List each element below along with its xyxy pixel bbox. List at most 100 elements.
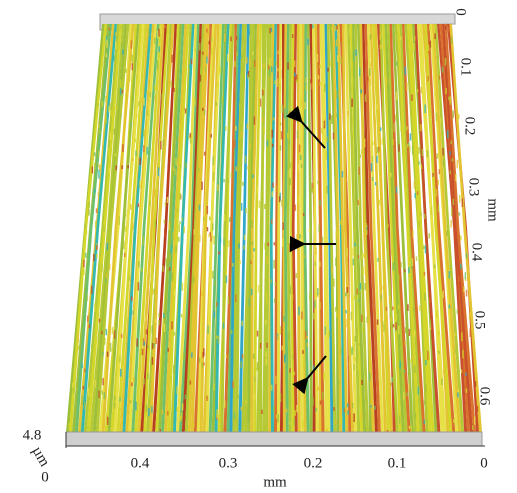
surface-texture: [327, 68, 329, 72]
surface-texture: [349, 30, 351, 34]
surface-texture: [301, 164, 303, 168]
surface-texture: [437, 180, 439, 186]
surface-texture: [450, 421, 452, 427]
surface-texture: [442, 155, 444, 160]
surface-texture: [114, 402, 116, 408]
surface-texture: [111, 420, 113, 427]
surface-texture: [252, 241, 254, 245]
surface-texture: [98, 192, 100, 195]
surface-texture: [442, 291, 444, 299]
surface-texture: [340, 220, 342, 224]
surface-texture: [104, 392, 106, 399]
surface-texture: [347, 287, 349, 293]
surface-texture: [460, 264, 462, 269]
surface-texture: [155, 96, 157, 104]
surface-texture: [409, 146, 411, 152]
surface-texture: [391, 247, 393, 255]
surface-texture: [351, 99, 353, 107]
surface-texture: [247, 124, 249, 129]
surface-texture: [164, 229, 166, 238]
surface-texture: [254, 116, 256, 124]
surface-texture: [446, 231, 448, 237]
surface-texture: [129, 74, 131, 82]
surface-texture: [352, 403, 354, 408]
surface-texture: [424, 36, 426, 41]
surface-texture: [377, 258, 379, 262]
surface-texture: [346, 248, 348, 256]
surface-texture: [240, 361, 242, 368]
surface-texture: [224, 214, 226, 221]
surface-texture: [306, 336, 308, 339]
surface-texture: [110, 343, 112, 352]
surface-texture: [97, 163, 99, 167]
z-max-label: 4.8: [23, 427, 42, 443]
surface-texture: [105, 115, 107, 123]
surface-texture: [431, 206, 433, 214]
surface-texture: [302, 350, 304, 354]
surface-texture: [98, 124, 100, 128]
surface-texture: [242, 182, 244, 186]
surface-texture: [429, 25, 431, 31]
surface-texture: [428, 233, 430, 239]
surface-texture: [372, 142, 374, 145]
surface-texture: [119, 357, 121, 363]
surface-texture: [289, 421, 291, 424]
surface-texture: [289, 286, 291, 295]
surface-texture: [267, 242, 269, 246]
surface-texture: [199, 205, 201, 211]
surface-texture: [469, 313, 471, 320]
surface-texture: [317, 181, 319, 185]
surface-texture: [453, 110, 455, 118]
surface-texture: [212, 223, 214, 230]
surface-figure: 0 0.4 0.3 0.2 0.1 0 mm 0 0.1 0.2 0.3 0.4…: [0, 0, 517, 493]
surface-texture: [325, 175, 327, 180]
surface-texture: [451, 207, 453, 216]
x-tick-label: 0.1: [388, 455, 407, 471]
surface-texture: [335, 419, 337, 424]
surface-texture: [405, 341, 407, 344]
surface-texture: [88, 209, 90, 216]
surface-texture: [280, 145, 282, 150]
surface-texture: [128, 393, 130, 397]
surface-texture: [223, 179, 225, 182]
surface-texture: [121, 165, 123, 169]
surface-texture: [291, 73, 293, 80]
surface-texture: [262, 90, 264, 96]
surface-texture: [312, 397, 314, 405]
surface-texture: [280, 122, 282, 125]
surface-texture: [294, 372, 296, 376]
surface-texture: [215, 102, 217, 106]
surface-texture: [330, 305, 332, 311]
surface-texture: [450, 96, 452, 104]
surface-texture: [310, 79, 312, 84]
surface-texture: [359, 68, 361, 76]
surface-texture: [155, 318, 157, 322]
surface-texture: [336, 113, 338, 117]
surface-texture: [99, 129, 101, 134]
surface-texture: [341, 416, 343, 424]
surface-texture: [354, 343, 356, 351]
surface-texture: [247, 166, 249, 170]
surface-texture: [448, 97, 450, 101]
surface-texture: [380, 127, 382, 131]
surface-texture: [216, 302, 218, 306]
surface-texture: [248, 422, 250, 431]
surface-texture: [276, 61, 278, 65]
surface-texture: [326, 136, 328, 142]
surface-texture: [455, 333, 457, 337]
surface-texture: [227, 54, 229, 62]
surface-texture: [305, 331, 307, 339]
surface-texture: [128, 276, 130, 282]
surface-texture: [123, 241, 125, 250]
surface-texture: [96, 254, 98, 258]
surface-texture: [249, 143, 251, 149]
surface-texture: [122, 90, 124, 94]
surface-texture: [88, 387, 90, 396]
surface-texture: [89, 324, 91, 328]
surface-texture: [380, 45, 382, 50]
surface-texture: [405, 327, 407, 333]
surface-texture: [290, 162, 292, 167]
surface-texture: [254, 376, 256, 382]
surface-texture: [115, 41, 117, 49]
surface-texture: [445, 88, 447, 94]
